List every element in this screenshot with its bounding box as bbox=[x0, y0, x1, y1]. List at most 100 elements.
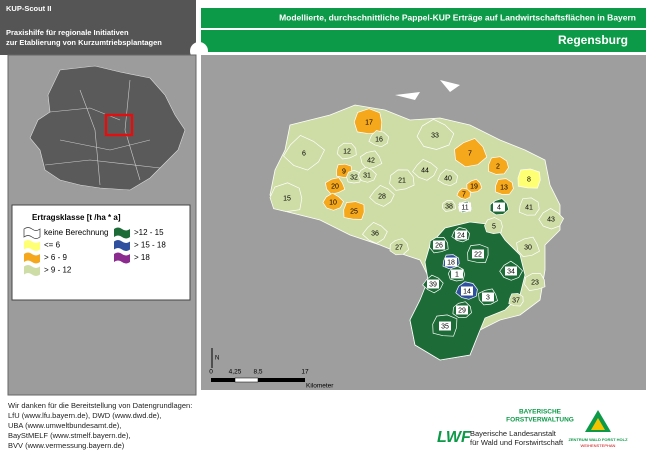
region bbox=[524, 273, 546, 291]
region bbox=[283, 134, 325, 171]
logo-text: ZENTRUM WALD FORST HOLZ bbox=[568, 437, 628, 442]
region-label: 44 bbox=[421, 167, 429, 174]
region-label: 22 bbox=[474, 251, 482, 258]
map-title: Modellierte, durchschnittliche Pappel-KU… bbox=[279, 12, 636, 22]
region bbox=[516, 236, 540, 257]
region bbox=[456, 187, 472, 200]
credit-line: Wir danken für die Bereitstellung von Da… bbox=[8, 401, 192, 410]
region-name: Regensburg bbox=[558, 33, 628, 47]
region-label: 42 bbox=[367, 157, 375, 164]
region bbox=[488, 156, 509, 175]
legend-label: > 6 - 9 bbox=[44, 253, 67, 262]
region bbox=[368, 130, 389, 148]
region-label-bg bbox=[505, 266, 517, 276]
zentrum-icon bbox=[591, 418, 605, 430]
region bbox=[325, 177, 346, 195]
legend-swatch bbox=[24, 240, 40, 251]
legend: Ertragsklasse [t /ha * a] keine Berechnu… bbox=[11, 204, 191, 301]
credits: Wir danken für die Bereitstellung von Da… bbox=[8, 401, 192, 450]
region-label: 28 bbox=[378, 193, 386, 200]
region-label: 40 bbox=[444, 175, 452, 182]
legend-label: > 15 - 18 bbox=[134, 241, 166, 250]
region bbox=[494, 178, 514, 195]
region bbox=[322, 192, 344, 211]
region-label-bg bbox=[472, 249, 484, 259]
subtitle: zur Etablierung von Kurzumtriebsplantage… bbox=[6, 38, 162, 47]
legend-label: <= 6 bbox=[44, 241, 61, 250]
region-label: 14 bbox=[463, 288, 471, 295]
region-label: 21 bbox=[398, 177, 406, 184]
bavaria-districts bbox=[44, 79, 161, 186]
legend-swatch bbox=[23, 227, 41, 239]
logo-text: WEIHENSTEPHAN bbox=[581, 443, 616, 448]
region-label: 8 bbox=[527, 176, 531, 183]
region-label-bg bbox=[493, 202, 505, 212]
legend-label: > 18 bbox=[134, 253, 150, 262]
north-label: N bbox=[215, 356, 219, 362]
scale-tick-label: 8,5 bbox=[253, 369, 262, 376]
region-label: 43 bbox=[547, 216, 555, 223]
region-label-bg bbox=[461, 286, 473, 296]
region-label-bg bbox=[459, 202, 471, 212]
scale-tick-label: 4,25 bbox=[229, 369, 242, 376]
region bbox=[357, 166, 377, 183]
no-data-patch bbox=[395, 80, 460, 100]
header-left bbox=[0, 0, 196, 55]
region-label: 18 bbox=[447, 259, 455, 266]
region-label: 27 bbox=[395, 244, 403, 251]
region bbox=[360, 150, 383, 170]
region-label: 30 bbox=[524, 244, 532, 251]
region-label-bg bbox=[433, 240, 445, 250]
divider bbox=[201, 28, 646, 30]
region-label: 34 bbox=[507, 268, 515, 275]
region-label: 36 bbox=[371, 230, 379, 237]
region bbox=[343, 201, 365, 220]
region bbox=[416, 118, 455, 150]
region bbox=[518, 197, 540, 216]
region bbox=[369, 184, 395, 207]
region bbox=[508, 293, 524, 307]
region-label: 13 bbox=[500, 184, 508, 191]
region-label: 17 bbox=[365, 119, 373, 126]
region-label-bg bbox=[456, 305, 468, 315]
scale-unit: Kilometer bbox=[306, 383, 334, 390]
region-label: 19 bbox=[470, 183, 478, 190]
region-label: 1 bbox=[455, 271, 459, 278]
credit-line: BVV (www.vermessung.bayern.de) bbox=[8, 441, 125, 450]
region-label: 31 bbox=[363, 172, 371, 179]
region bbox=[412, 158, 438, 181]
region-label: 33 bbox=[431, 132, 439, 139]
logo-text: BAYERISCHE bbox=[519, 409, 562, 416]
region bbox=[269, 182, 303, 212]
region bbox=[484, 217, 503, 234]
region-label: 35 bbox=[441, 323, 449, 330]
scale-bar-segment bbox=[234, 377, 259, 383]
region-label: 10 bbox=[329, 199, 337, 206]
region bbox=[362, 221, 388, 244]
legend-swatch bbox=[114, 240, 130, 251]
credit-line: LfU (www.lfu.bayern.de), DWD (www.dwd.de… bbox=[8, 411, 161, 420]
logo-text: für Wald und Forstwirtschaft bbox=[470, 438, 564, 447]
region bbox=[441, 200, 456, 212]
legend-box bbox=[11, 204, 191, 301]
region bbox=[517, 168, 541, 189]
region-label: 41 bbox=[525, 204, 533, 211]
region bbox=[466, 178, 483, 193]
region-label-bg bbox=[445, 257, 457, 267]
region bbox=[389, 169, 415, 191]
region-label: 29 bbox=[458, 307, 466, 314]
region-label: 26 bbox=[435, 242, 443, 249]
region-label-bg bbox=[439, 321, 451, 331]
legend-swatch bbox=[114, 252, 130, 264]
scale-bar: Kilometer 0 4,25 8,5 17 bbox=[209, 369, 334, 390]
region-label-bg bbox=[427, 279, 439, 289]
region-label: 32 bbox=[350, 174, 358, 181]
subtitle: Praxishilfe für regionale Initiativen bbox=[6, 28, 129, 37]
region-label: 5 bbox=[492, 223, 496, 230]
logo-text: FORSTVERWALTUNG bbox=[506, 417, 574, 424]
region bbox=[437, 169, 458, 187]
region-label: 38 bbox=[445, 203, 453, 210]
region-label: 2 bbox=[496, 163, 500, 170]
